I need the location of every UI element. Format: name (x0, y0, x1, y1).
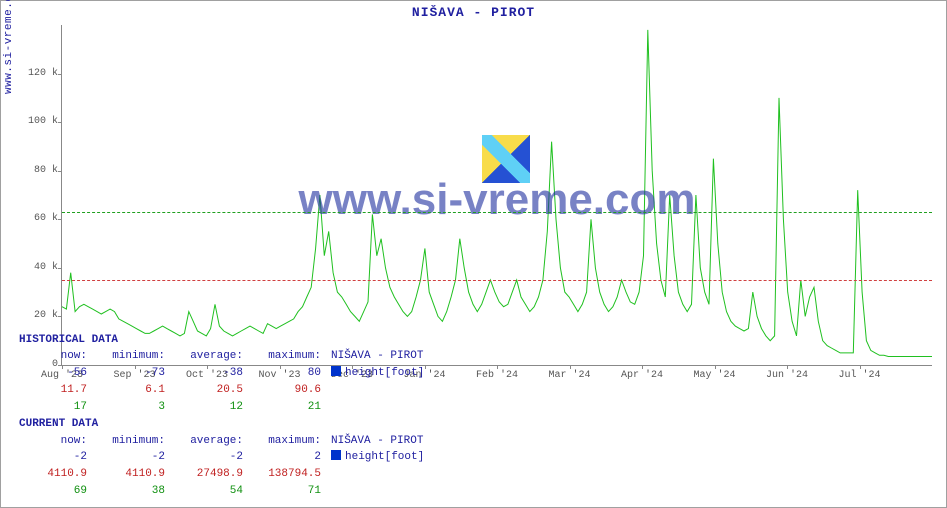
cell: 69 (19, 484, 95, 499)
x-tick-label: May '24 (693, 370, 735, 381)
x-tick-label: Apr '24 (621, 370, 663, 381)
legend-swatch-icon (331, 450, 341, 460)
y-axis-label: www.si-vreme.com (3, 0, 15, 94)
x-tick-label: Mar '24 (548, 370, 590, 381)
historical-heading: HISTORICAL DATA (19, 333, 510, 348)
series-label: NIŠAVA - PIROT (331, 434, 432, 449)
col-now: now: (19, 349, 95, 364)
cell: 4110.9 (97, 467, 173, 482)
cell: 4110.9 (19, 467, 95, 482)
col-min: minimum: (97, 434, 173, 449)
threshold-line (62, 280, 932, 281)
cell: -56 (19, 366, 95, 381)
chart-title: NIŠAVA - PIROT (1, 5, 946, 20)
cell: 138794.5 (253, 467, 329, 482)
chart-frame: NIŠAVA - PIROT www.si-vreme.com www.si-v… (0, 0, 947, 508)
col-max: maximum: (253, 434, 329, 449)
chart-area: www.si-vreme.com 020 k40 k60 k80 k100 k1… (61, 25, 932, 366)
cell: 90.6 (253, 383, 329, 398)
cell: -2 (19, 450, 95, 465)
current-heading: CURRENT DATA (19, 417, 510, 432)
y-tick-label: 60 k (18, 213, 58, 224)
threshold-line (62, 212, 932, 213)
cell: 12 (175, 400, 251, 415)
x-tick-label: Jun '24 (766, 370, 808, 381)
cell: -2 (175, 450, 251, 465)
col-min: minimum: (97, 349, 173, 364)
cell: 54 (175, 484, 251, 499)
unit-label: height[foot] (331, 450, 432, 465)
legend-swatch-icon (331, 366, 341, 376)
cell: 80 (253, 366, 329, 381)
y-tick-label: 120 k (18, 68, 58, 79)
cell: 21 (253, 400, 329, 415)
cell: -73 (97, 366, 173, 381)
series-label: NIŠAVA - PIROT (331, 349, 432, 364)
col-avg: average: (175, 349, 251, 364)
cell: 6.1 (97, 383, 173, 398)
cell: -38 (175, 366, 251, 381)
cell: 3 (97, 400, 173, 415)
y-tick-label: 100 k (18, 116, 58, 127)
y-tick-label: 40 k (18, 262, 58, 273)
cell: -2 (97, 450, 173, 465)
data-tables: HISTORICAL DATA now: minimum: average: m… (17, 331, 512, 501)
cell: 17 (19, 400, 95, 415)
col-now: now: (19, 434, 95, 449)
cell: 11.7 (19, 383, 95, 398)
cell: 71 (253, 484, 329, 499)
unit-label: height[foot] (331, 366, 432, 381)
cell: 20.5 (175, 383, 251, 398)
y-tick-label: 20 k (18, 310, 58, 321)
cell: 27498.9 (175, 467, 251, 482)
line-plot (62, 25, 932, 365)
col-max: maximum: (253, 349, 329, 364)
watermark-logo-icon (482, 135, 530, 183)
col-avg: average: (175, 434, 251, 449)
y-tick-label: 80 k (18, 165, 58, 176)
x-tick-label: Jul '24 (838, 370, 880, 381)
cell: 2 (253, 450, 329, 465)
cell: 38 (97, 484, 173, 499)
